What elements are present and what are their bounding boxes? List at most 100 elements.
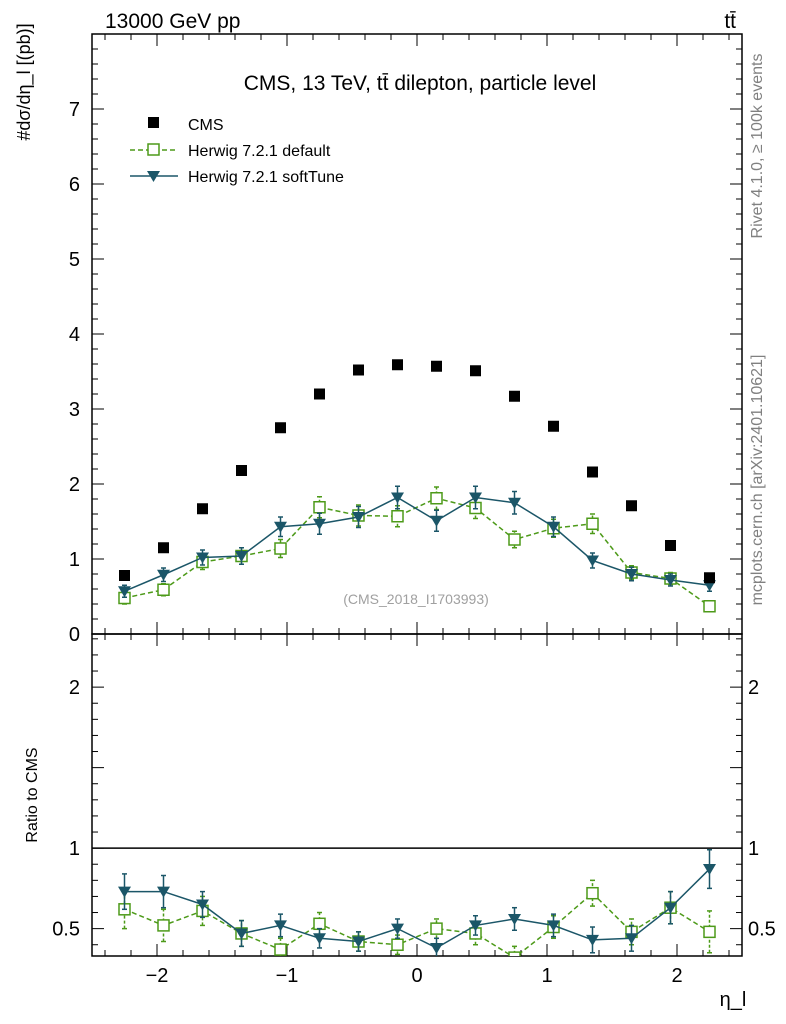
ratio-panel: 0.5 0.5 1 1 2 2 −2 −1 0 1 2 Ratio to CMS η_l xyxy=(24,633,776,1011)
cms-point xyxy=(665,540,676,551)
softtune-point xyxy=(586,555,599,567)
softtune-point xyxy=(625,569,638,580)
y-tick-label: 7 xyxy=(69,99,80,121)
main-panel: 0 1 2 3 4 5 6 7 CMS, 13 TeV, tt̄ dilepton, part… xyxy=(14,23,743,646)
softtune-point xyxy=(547,521,560,533)
softtune-point xyxy=(469,492,482,504)
x-tick-label: 1 xyxy=(541,965,552,987)
y-tick-label: 3 xyxy=(69,399,80,421)
x-tick-label: 2 xyxy=(671,965,682,987)
softtune-ratio-point xyxy=(313,933,326,945)
x-tick-labels: −2 −1 0 1 2 xyxy=(146,965,683,987)
ratio-series xyxy=(118,848,716,956)
default-ratio-point xyxy=(313,917,326,931)
legend-cms-marker xyxy=(148,117,159,128)
default-ratio-point xyxy=(703,925,716,939)
cms-point xyxy=(470,365,481,377)
x-axis-label: η_l xyxy=(720,989,747,1011)
rivet-label: Rivet 4.1.0, ≥ 100k events xyxy=(749,54,766,239)
default-ratio-point xyxy=(274,943,287,956)
cms-point xyxy=(275,422,286,434)
default-ratio-point xyxy=(157,919,170,932)
cms-point xyxy=(587,466,598,478)
cms-point xyxy=(431,360,442,372)
ratio-frame xyxy=(91,633,743,957)
cms-point xyxy=(353,364,364,376)
default-ratio-point xyxy=(391,938,404,951)
main-series xyxy=(118,359,716,613)
cms-point xyxy=(548,420,559,432)
default-point xyxy=(313,501,326,514)
ratio-y-tick-labels: 0.5 0.5 1 1 2 2 xyxy=(52,677,776,941)
cms-point xyxy=(197,503,208,515)
main-y-axis-label: #dσ/dη_l [(pb)] xyxy=(14,23,35,140)
chart-title: CMS, 13 TeV, tt̄ dilepton, particle leve… xyxy=(244,72,597,95)
y-tick-label-right: 0.5 xyxy=(748,919,776,941)
legend: CMS Herwig 7.2.1 default Herwig 7.2.1 so… xyxy=(130,117,344,186)
cms-point xyxy=(158,542,169,554)
softtune-ratio-point xyxy=(391,923,404,935)
y-tick-label: 2 xyxy=(69,474,80,496)
process-label: tt̄ xyxy=(724,10,736,33)
ratio-axis-ticks xyxy=(92,634,742,956)
softtune-point xyxy=(235,551,248,562)
legend-default-marker xyxy=(147,143,160,156)
main-y-tick-labels: 0 1 2 3 4 5 6 7 xyxy=(69,99,80,646)
softtune-ratio-point xyxy=(196,899,209,911)
y-tick-label: 0.5 xyxy=(52,919,80,941)
x-tick-label: −1 xyxy=(276,965,299,987)
softtune-ratio-point xyxy=(430,942,443,954)
softtune-point xyxy=(508,497,521,509)
default-point xyxy=(703,600,716,613)
softtune-ratio-point xyxy=(664,902,677,914)
softtune-point xyxy=(274,521,287,533)
cms-point xyxy=(509,390,520,402)
ratio-y-label: Ratio to CMS xyxy=(24,747,41,842)
default-point xyxy=(157,583,170,596)
softtune-ratio-line xyxy=(124,868,711,949)
default-point xyxy=(274,542,287,555)
softtune-point xyxy=(196,552,209,564)
energy-label: 13000 GeV pp xyxy=(105,10,240,33)
default-point xyxy=(391,510,404,523)
softtune-ratio-point xyxy=(469,920,482,932)
y-tick-label: 6 xyxy=(69,174,80,196)
cms-point xyxy=(236,465,247,476)
legend-softtune-label: Herwig 7.2.1 softTune xyxy=(188,169,344,186)
y-tick-label: 5 xyxy=(69,249,80,271)
y-tick-label: 2 xyxy=(69,677,80,699)
softtune-ratio-point xyxy=(547,920,560,932)
y-tick-label-right: 2 xyxy=(748,677,759,699)
cms-point xyxy=(314,388,325,400)
softtune-ratio-point xyxy=(352,936,365,948)
x-tick-label: −2 xyxy=(146,965,169,987)
mcplots-label: mcplots.cern.ch [arXiv:2401.10621] xyxy=(749,355,766,606)
default-point xyxy=(508,533,521,546)
cms-point xyxy=(704,572,715,584)
softtune-ratio-point xyxy=(118,886,131,898)
main-y-label: #dσ/dη_l [(pb)] xyxy=(14,23,35,140)
softtune-point xyxy=(157,569,170,581)
softtune-point xyxy=(352,512,365,523)
legend-softtune-marker xyxy=(147,171,160,182)
softtune-point xyxy=(118,586,131,598)
y-tick-label: 1 xyxy=(69,838,80,860)
legend-cms-label: CMS xyxy=(188,117,224,134)
legend-default-label: Herwig 7.2.1 default xyxy=(188,143,331,160)
x-tick-label: 0 xyxy=(411,965,422,987)
cms-point xyxy=(392,359,403,371)
softtune-point xyxy=(313,518,326,530)
softtune-ratio-point xyxy=(274,920,287,932)
softtune-point xyxy=(664,575,677,586)
default-line xyxy=(124,497,710,607)
default-ratio-point xyxy=(586,886,599,900)
default-ratio-point xyxy=(508,951,521,956)
softtune-point xyxy=(430,515,443,527)
y-tick-label: 1 xyxy=(69,549,80,571)
softtune-ratio-point xyxy=(235,928,248,940)
softtune-ratio-point xyxy=(703,864,716,876)
cms-point xyxy=(626,500,637,512)
default-point xyxy=(430,492,443,505)
y-tick-label: 0 xyxy=(69,624,80,646)
